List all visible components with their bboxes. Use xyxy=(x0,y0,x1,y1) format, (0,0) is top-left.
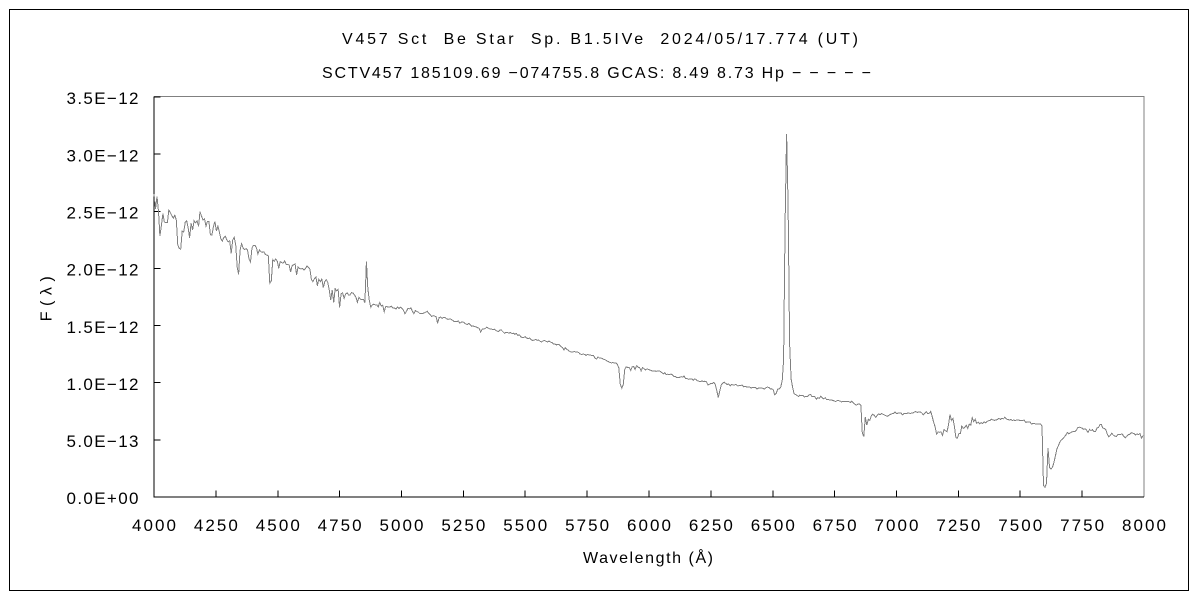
svg-text:3.5E−12: 3.5E−12 xyxy=(67,89,139,108)
svg-text:0.0E+00: 0.0E+00 xyxy=(67,489,139,508)
svg-text:Wavelength (Å): Wavelength (Å) xyxy=(583,548,713,567)
svg-text:1.5E−12: 1.5E−12 xyxy=(67,318,139,337)
svg-text:SCTV457 185109.69 −074755.8 GC: SCTV457 185109.69 −074755.8 GCAS: 8.49 8… xyxy=(322,65,871,82)
svg-text:2.0E−12: 2.0E−12 xyxy=(67,261,139,280)
svg-text:5.0E−13: 5.0E−13 xyxy=(67,432,139,451)
svg-text:2.5E−12: 2.5E−12 xyxy=(67,204,139,223)
svg-text:1.0E−12: 1.0E−12 xyxy=(67,375,139,394)
svg-text:F(λ): F(λ) xyxy=(39,271,56,321)
svg-text:3.0E−12: 3.0E−12 xyxy=(67,146,139,165)
